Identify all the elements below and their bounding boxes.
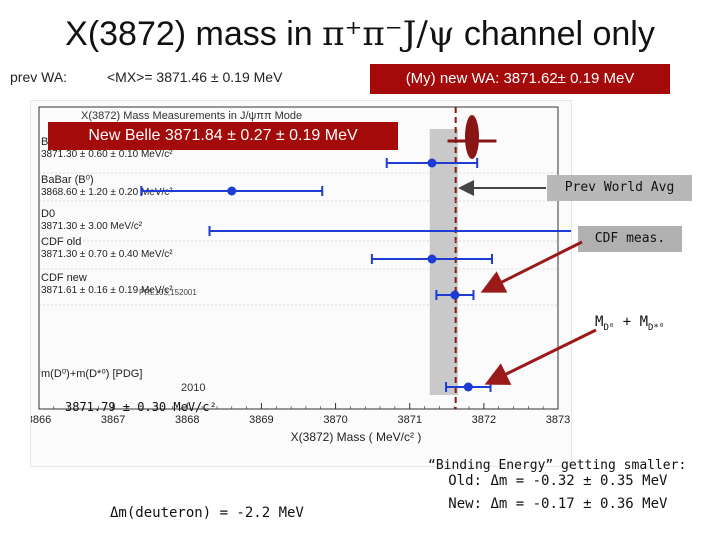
new-delta-m: New: Δm = -0.17 ± 0.36 MeV (448, 496, 668, 512)
entry-label: m(D⁰)+m(D*⁰) [PDG] (41, 368, 142, 380)
entry-label: CDF new (41, 272, 87, 284)
cdf-meas-callout: CDF meas. (578, 226, 682, 252)
entry-label: CDF old (41, 236, 81, 248)
plot-frame (38, 106, 559, 410)
new-wa-box: (My) new WA: 3871.62± 0.19 MeV (370, 64, 670, 94)
x-tick-label: 3867 (101, 414, 125, 426)
belle-result-box: New Belle 3871.84 ± 0.27 ± 0.19 MeV (48, 122, 398, 150)
entry-label: D0 (41, 208, 55, 220)
x-tick-label: 3870 (323, 414, 347, 426)
x-tick-label: 3866 (31, 414, 51, 426)
data-point (450, 290, 460, 300)
x-axis-label: X(3872) Mass ( MeV/c² ) (291, 430, 422, 444)
old-delta-m: Old: Δm = -0.32 ± 0.35 MeV (448, 473, 668, 489)
data-point (227, 186, 237, 196)
entry-ref-note: PRL103,152001 (139, 288, 197, 297)
data-point (427, 158, 437, 168)
data-point (463, 382, 473, 392)
x-tick-label: 3872 (472, 414, 496, 426)
belle-marker (464, 115, 479, 159)
x-tick-label: 3869 (249, 414, 273, 426)
cdf-arrow (480, 240, 583, 293)
x-tick-label: 3871 (397, 414, 421, 426)
pdg-mass-value: 3871.79 ± 0.30 MeV/c² (65, 400, 217, 414)
prev-wa-value: <MX>= 3871.46 ± 0.19 MeV (107, 69, 283, 85)
entry-label: BaBar (B⁰) (41, 174, 94, 186)
entry-label: 3871.30 ± 0.70 ± 0.40 MeV/c² (41, 249, 173, 260)
x-tick-label: 3868 (175, 414, 199, 426)
md-arrow (484, 328, 597, 385)
x-tick-label: 3873 (546, 414, 570, 426)
prev-world-avg-callout: Prev World Avg (547, 175, 692, 201)
entry-label: 3871.30 ± 0.60 ± 0.10 MeV/c² (41, 149, 173, 160)
entry-label: 3871.30 ± 3.00 MeV/c² (41, 221, 143, 232)
entry-label: 3871.61 ± 0.16 ± 0.19 MeV/c² (41, 285, 173, 296)
md-sum-callout: MD⁰ + MD*⁰ (595, 314, 665, 333)
slide-title: X(3872) mass in π⁺π⁻J/ψ channel only (65, 14, 655, 54)
entry-year: 2010 (181, 382, 205, 394)
mass-measurement-chart: X(3872) Mass Measurements in J/ψππ Mode B… (31, 106, 571, 444)
deuteron-mass-diff: Δm(deuteron) = -2.2 MeV (110, 505, 304, 521)
prev-wa-label: prev WA: (10, 69, 68, 85)
entry-label: 3868.60 ± 1.20 ± 0.20 MeV/c² (41, 187, 173, 198)
data-point (427, 254, 437, 264)
binding-energy-title: “Binding Energy” getting smaller: (428, 458, 687, 473)
chart-title: X(3872) Mass Measurements in J/ψππ Mode (81, 110, 302, 122)
